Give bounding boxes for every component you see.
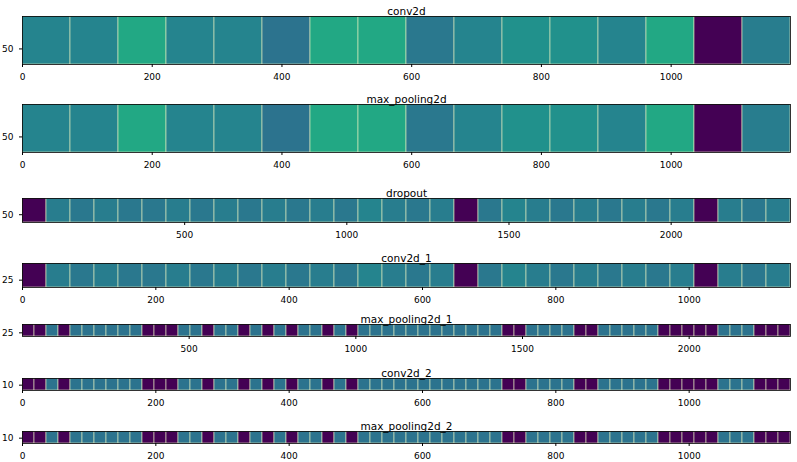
svg-text:50: 50 bbox=[2, 132, 14, 142]
svg-text:500: 500 bbox=[176, 230, 193, 240]
svg-text:1000: 1000 bbox=[660, 160, 683, 170]
svg-text:10: 10 bbox=[2, 380, 14, 390]
svg-text:1000: 1000 bbox=[678, 398, 701, 408]
svg-text:max_pooling2d_1: max_pooling2d_1 bbox=[360, 313, 452, 326]
svg-text:200: 200 bbox=[144, 160, 161, 170]
svg-text:600: 600 bbox=[403, 160, 420, 170]
svg-text:conv2d: conv2d bbox=[387, 5, 425, 17]
svg-text:50: 50 bbox=[2, 210, 14, 220]
svg-text:200: 200 bbox=[147, 295, 164, 305]
svg-text:10: 10 bbox=[2, 433, 14, 443]
svg-text:800: 800 bbox=[547, 451, 564, 461]
svg-text:400: 400 bbox=[273, 160, 290, 170]
svg-text:400: 400 bbox=[281, 295, 298, 305]
svg-text:1000: 1000 bbox=[344, 344, 367, 354]
svg-text:25: 25 bbox=[2, 275, 13, 285]
svg-text:dropout: dropout bbox=[386, 187, 427, 199]
svg-text:500: 500 bbox=[181, 344, 198, 354]
svg-text:600: 600 bbox=[403, 72, 420, 82]
svg-text:0: 0 bbox=[20, 72, 26, 82]
svg-text:200: 200 bbox=[147, 451, 164, 461]
svg-text:400: 400 bbox=[273, 72, 290, 82]
svg-text:0: 0 bbox=[20, 160, 26, 170]
svg-text:600: 600 bbox=[414, 398, 431, 408]
svg-text:800: 800 bbox=[547, 398, 564, 408]
svg-text:200: 200 bbox=[144, 72, 161, 82]
svg-text:max_pooling2d: max_pooling2d bbox=[366, 93, 446, 106]
svg-text:2000: 2000 bbox=[660, 230, 683, 240]
svg-text:25: 25 bbox=[2, 328, 13, 338]
svg-text:1000: 1000 bbox=[678, 295, 701, 305]
svg-text:50: 50 bbox=[2, 44, 14, 54]
svg-text:800: 800 bbox=[533, 72, 550, 82]
svg-text:600: 600 bbox=[414, 295, 431, 305]
svg-text:800: 800 bbox=[547, 295, 564, 305]
svg-text:400: 400 bbox=[281, 451, 298, 461]
svg-text:1000: 1000 bbox=[678, 451, 701, 461]
svg-text:0: 0 bbox=[20, 451, 26, 461]
svg-text:800: 800 bbox=[533, 160, 550, 170]
svg-text:1500: 1500 bbox=[511, 344, 534, 354]
svg-text:400: 400 bbox=[281, 398, 298, 408]
svg-text:max_pooling2d_2: max_pooling2d_2 bbox=[360, 420, 452, 433]
svg-text:2000: 2000 bbox=[678, 344, 701, 354]
svg-text:1000: 1000 bbox=[335, 230, 358, 240]
svg-text:conv2d_1: conv2d_1 bbox=[381, 252, 431, 265]
svg-text:200: 200 bbox=[147, 398, 164, 408]
svg-text:0: 0 bbox=[20, 295, 26, 305]
svg-text:600: 600 bbox=[414, 451, 431, 461]
svg-text:conv2d_2: conv2d_2 bbox=[381, 367, 431, 380]
svg-text:1000: 1000 bbox=[660, 72, 683, 82]
svg-text:0: 0 bbox=[20, 398, 26, 408]
svg-text:1500: 1500 bbox=[498, 230, 521, 240]
